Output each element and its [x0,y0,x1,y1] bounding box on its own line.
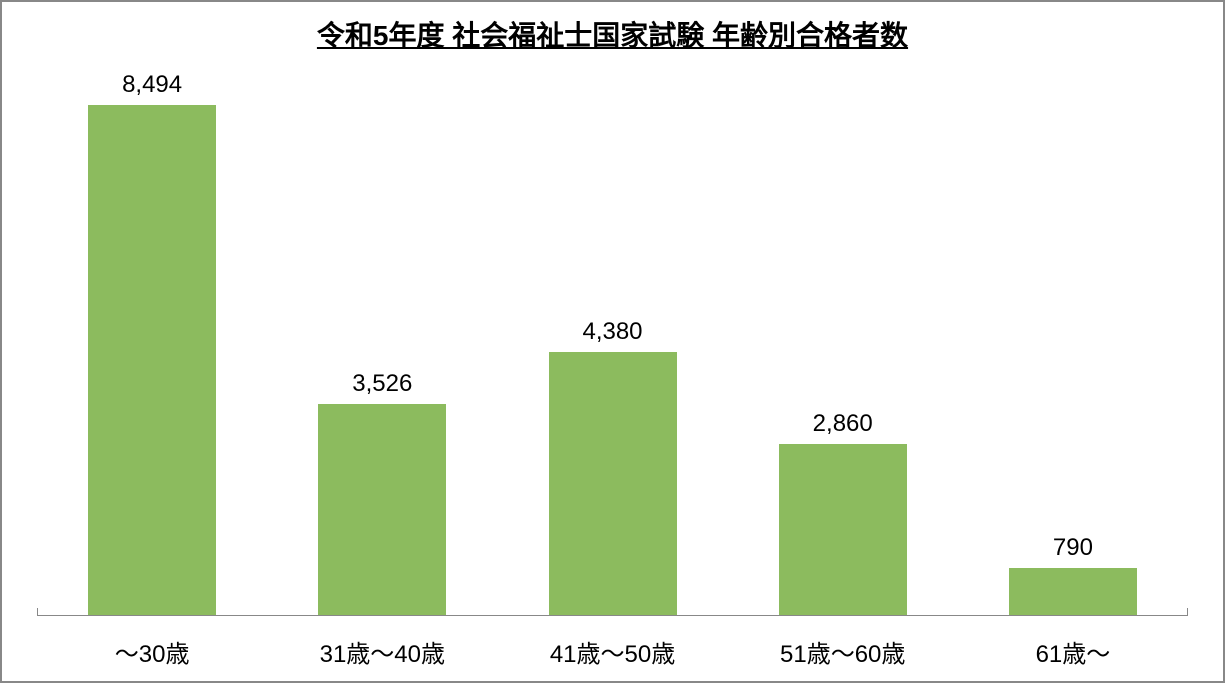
bar-group: 8,494 [37,62,267,616]
bar [1009,568,1137,616]
x-axis-label: 61歳～ [958,634,1188,669]
x-axis-label: 41歳～50歳 [497,634,727,669]
bar-value-label: 8,494 [122,71,182,99]
bar-group: 2,860 [728,62,958,616]
x-axis-tick-left [37,608,38,616]
bar-value-label: 2,860 [813,410,873,438]
bar-value-label: 790 [1053,534,1093,562]
chart-container: 令和5年度 社会福祉士国家試験 年齢別合格者数 8,494 3,526 4,380 2… [0,0,1225,683]
x-axis-label: ～30歳 [37,634,267,669]
plot-area: 8,494 3,526 4,380 2,860 790 [37,62,1188,616]
bar [549,352,677,616]
bar-value-label: 3,526 [352,370,412,398]
bar [88,105,216,616]
bar [779,444,907,616]
bar-value-label: 4,380 [582,318,642,346]
bar-group: 790 [958,62,1188,616]
x-axis-label: 51歳～60歳 [728,634,958,669]
x-axis-line [37,615,1188,616]
bars-row: 8,494 3,526 4,380 2,860 790 [37,62,1188,616]
bar [318,404,446,616]
bar-group: 3,526 [267,62,497,616]
x-axis-tick-right [1187,608,1188,616]
chart-title: 令和5年度 社会福祉士国家試験 年齢別合格者数 [2,2,1223,64]
x-axis-labels: ～30歳31歳～40歳41歳～50歳51歳～60歳61歳～ [37,634,1188,669]
x-axis-label: 31歳～40歳 [267,634,497,669]
bar-group: 4,380 [497,62,727,616]
